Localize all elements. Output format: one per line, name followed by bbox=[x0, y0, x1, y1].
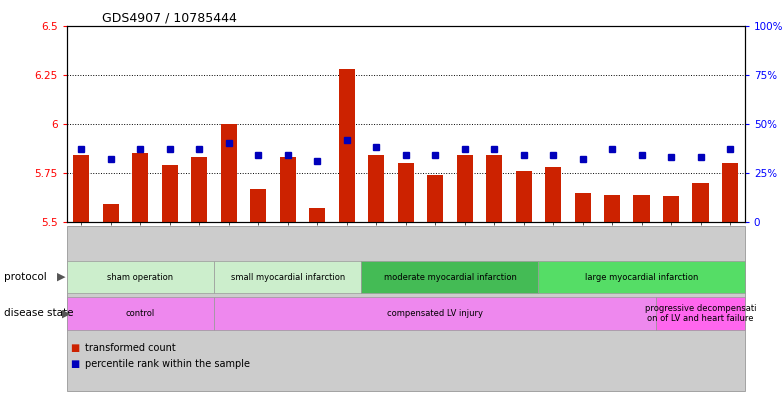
Text: control: control bbox=[125, 309, 155, 318]
Bar bbox=[722, 163, 739, 222]
Bar bbox=[368, 155, 384, 222]
Bar bbox=[604, 195, 620, 222]
Bar bbox=[456, 155, 473, 222]
Text: ▶: ▶ bbox=[62, 309, 71, 318]
Bar bbox=[575, 193, 590, 222]
Text: large myocardial infarction: large myocardial infarction bbox=[585, 273, 699, 281]
Bar bbox=[280, 157, 296, 222]
Bar bbox=[663, 196, 679, 222]
Bar bbox=[221, 124, 237, 222]
Text: ▶: ▶ bbox=[57, 272, 66, 282]
Bar bbox=[516, 171, 532, 222]
Text: transformed count: transformed count bbox=[85, 343, 176, 353]
Text: GDS4907 / 10785444: GDS4907 / 10785444 bbox=[102, 11, 237, 24]
Bar bbox=[103, 204, 119, 222]
Text: compensated LV injury: compensated LV injury bbox=[387, 309, 483, 318]
Bar bbox=[545, 167, 561, 222]
Bar bbox=[309, 208, 325, 222]
Bar bbox=[633, 195, 650, 222]
Bar bbox=[397, 163, 414, 222]
Text: protocol: protocol bbox=[4, 272, 47, 282]
Text: moderate myocardial infarction: moderate myocardial infarction bbox=[383, 273, 517, 281]
Text: progressive decompensati
on of LV and heart failure: progressive decompensati on of LV and he… bbox=[644, 304, 757, 323]
Text: ■: ■ bbox=[71, 358, 80, 369]
Text: ■: ■ bbox=[71, 343, 80, 353]
Bar bbox=[132, 153, 148, 222]
Bar bbox=[486, 155, 503, 222]
Text: percentile rank within the sample: percentile rank within the sample bbox=[85, 358, 249, 369]
Bar bbox=[162, 165, 178, 222]
Text: sham operation: sham operation bbox=[107, 273, 173, 281]
Bar bbox=[427, 175, 443, 222]
Bar bbox=[191, 157, 208, 222]
Bar bbox=[73, 155, 89, 222]
Bar bbox=[339, 69, 355, 222]
Text: disease state: disease state bbox=[4, 309, 74, 318]
Text: small myocardial infarction: small myocardial infarction bbox=[230, 273, 345, 281]
Bar bbox=[250, 189, 267, 222]
Bar bbox=[692, 183, 709, 222]
